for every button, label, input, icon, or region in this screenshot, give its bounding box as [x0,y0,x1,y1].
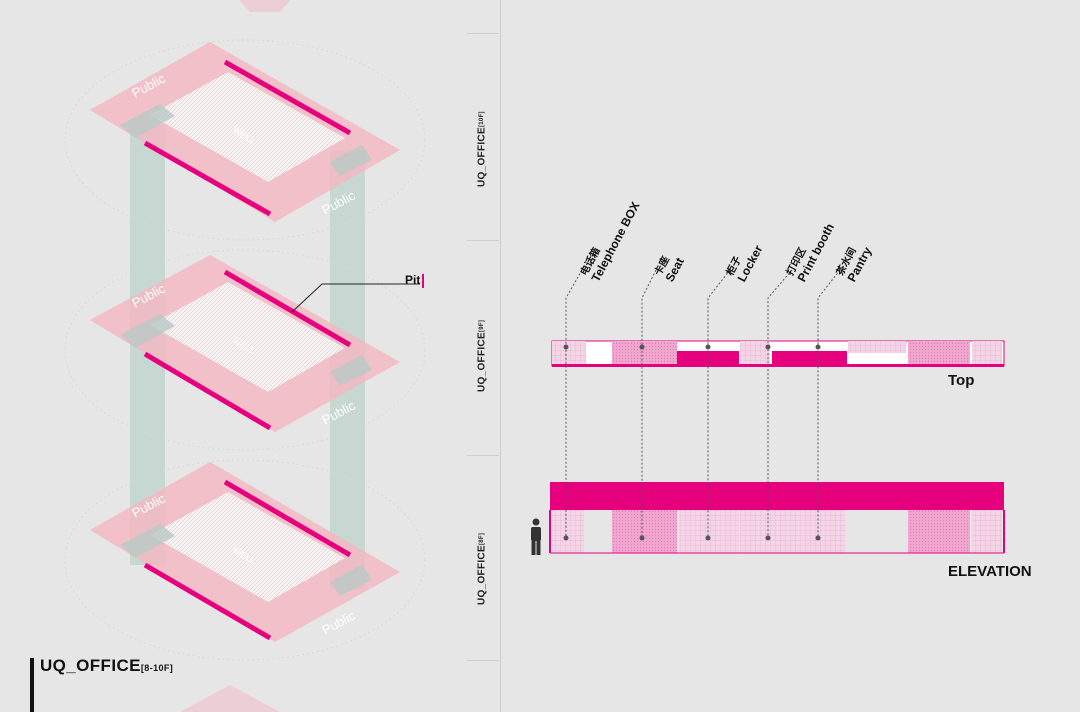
top-view-label: Top [948,372,975,389]
isometric-floors: Public WELL Public Public WELL Public Pu… [64,0,426,712]
divider-tick [467,240,499,241]
floor-plan-7f [180,685,280,712]
divider-tick [467,455,499,456]
magenta-wall [223,479,352,558]
pit-label: Pit [405,273,421,287]
section-divider [500,0,501,712]
floor-plan-10f: Public WELL Public [64,39,426,241]
magenta-wall [143,351,272,431]
title-bar [30,658,34,712]
divider-tick [467,660,499,661]
elevation-view-label: ELEVATION [948,563,1032,580]
pit-leader-line [291,283,420,313]
divider-tick [467,33,499,34]
top-view-strip [551,340,1005,367]
magenta-wall [143,562,272,641]
callout-leaders [565,269,841,538]
callout-dots [563,344,821,541]
pit-marker [422,274,424,288]
page-title: UQ_OFFICE[8-10F] [40,656,174,675]
magenta-wall [143,140,272,217]
person-icon [531,518,541,555]
elevation-strip [549,482,1005,554]
magenta-wall [223,269,352,348]
floor-plan-11f [239,0,291,12]
floor-plan-9f: Public WELL Public [64,249,426,451]
magenta-wall [223,59,352,136]
